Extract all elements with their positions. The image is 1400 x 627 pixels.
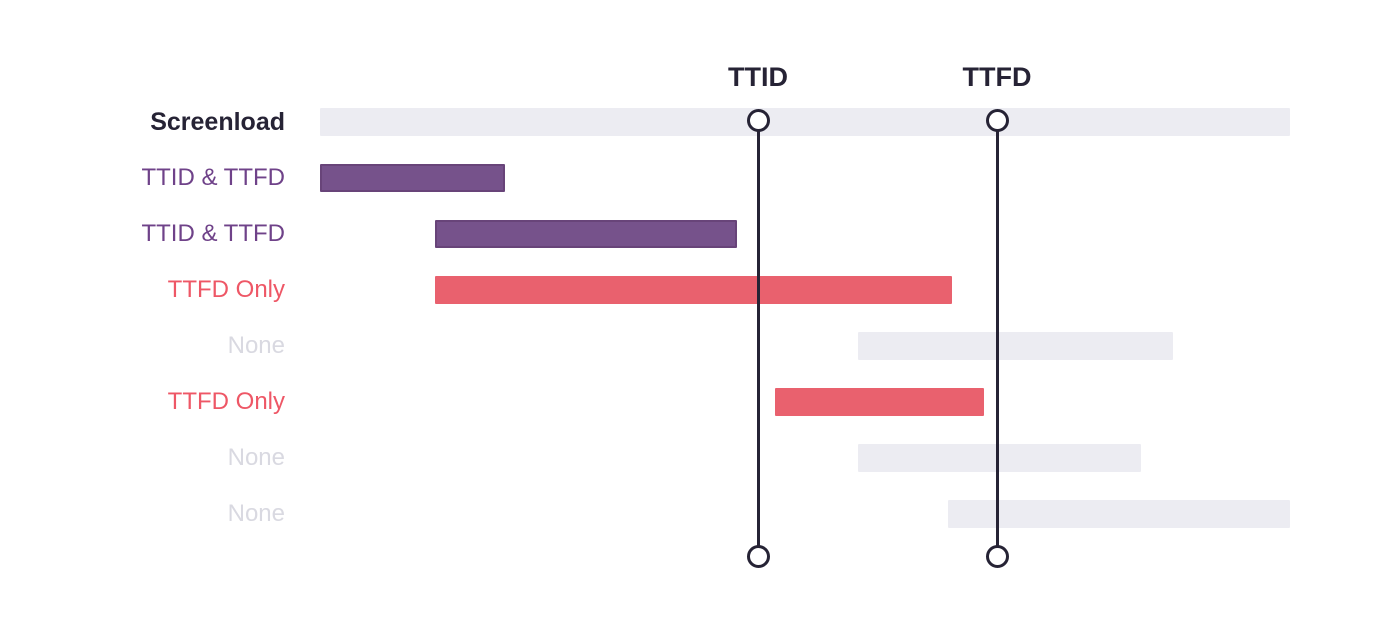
- row-label-ttfd_only: TTFD Only: [167, 276, 285, 303]
- span-bar-none: [948, 500, 1290, 528]
- row-label-screenload: Screenload: [150, 108, 285, 136]
- row-label-none: None: [227, 500, 285, 527]
- span-bar-none: [858, 444, 1141, 472]
- row-label-ttid_ttfd: TTID & TTFD: [141, 220, 285, 247]
- marker-top-circle-ttfd: [985, 108, 1009, 132]
- marker-label-ttid: TTID: [728, 62, 788, 92]
- marker-top-circle-ttid: [746, 108, 770, 132]
- marker-label-ttfd: TTFD: [962, 62, 1032, 92]
- row-label-none: None: [227, 332, 285, 359]
- span-bar-ttfd_only: [435, 276, 952, 304]
- marker-line-ttfd: [995, 120, 999, 556]
- row-label-ttid_ttfd: TTID & TTFD: [141, 164, 285, 191]
- span-bar-none: [858, 332, 1173, 360]
- marker-bottom-circle-ttfd: [985, 544, 1009, 568]
- row-label-ttfd_only: TTFD Only: [167, 388, 285, 415]
- span-bar-ttid_ttfd: [320, 164, 505, 192]
- span-bar-ttfd_only: [775, 388, 984, 416]
- span-bar-ttid_ttfd: [435, 220, 737, 248]
- marker-line-ttid: [756, 120, 760, 556]
- span-bar-screenload: [320, 108, 1290, 136]
- marker-bottom-circle-ttid: [746, 544, 770, 568]
- row-label-none: None: [227, 444, 285, 471]
